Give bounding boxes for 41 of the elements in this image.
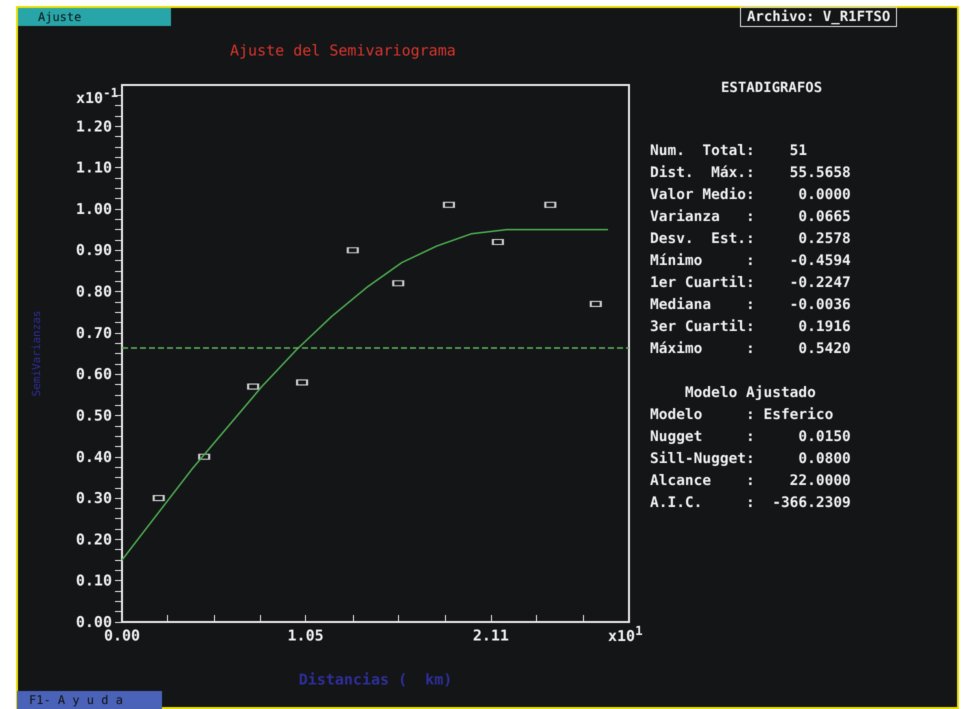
y-tick-label: 0.40 [76,448,112,466]
y-tick-label: 0.90 [76,241,112,260]
text: Archivo: V_R1FTSO [740,7,898,27]
chart-title: Ajuste del Semivariograma [230,42,456,60]
y-tick-label: 0.60 [76,365,112,384]
y-tick-label: 1.00 [76,200,112,218]
text: Sill-Nugget: 0.0800 [650,451,851,467]
line-series [121,228,609,561]
text: Desv. Est.: 0.2578 [650,231,851,247]
y-tick-label: 0.10 [76,572,112,590]
y-tick-label: 1.10 [76,158,112,177]
text: 1er Cuartil: -0.2247 [650,275,851,291]
y-tick-label: 1.20 [76,117,112,136]
text: ESTADIGRAFOS [721,79,822,97]
x-tick-label: 0.00 [104,626,140,644]
x-axis-title: Distancias ( km) [298,670,452,688]
text: 3er Cuartil: 0.1916 [650,319,851,335]
y-tick-label: 0.80 [76,282,112,301]
text: x10$^{-1}$ [76,84,118,107]
text: F1- A y u d a [17,691,162,709]
text: Máximo : 0.5420 [650,341,851,357]
y-tick-label: 0.30 [76,489,112,508]
text: Mediana : -0.0036 [650,297,851,313]
y-tick-label: 0.20 [76,530,112,548]
x-tick-label: 2.11 [472,626,509,644]
text: Modelo : Esferico [650,407,834,423]
text: Varianza : 0.0665 [650,209,851,225]
text: Modelo Ajustado [684,385,816,401]
y-axis-title: SemiVarianzas [30,310,43,397]
text: x10$^{1}$ [608,622,643,645]
text: Dist. Máx.: 55.5658 [650,165,851,181]
text: A.I.C. : -366.2309 [650,495,851,511]
text: Num. Total: 51 [650,143,808,159]
text: Alcance : 22.0000 [650,473,851,489]
text: Valor Medio: 0.0000 [650,187,851,203]
text: Nugget : 0.0150 [650,429,851,445]
y-tick-label: 0.50 [76,406,112,424]
text: Ajuste [18,8,171,26]
text: Mínimo : -0.4594 [650,253,851,269]
y-tick-label: 0.70 [76,324,112,342]
x-tick-label: 1.05 [288,626,324,644]
